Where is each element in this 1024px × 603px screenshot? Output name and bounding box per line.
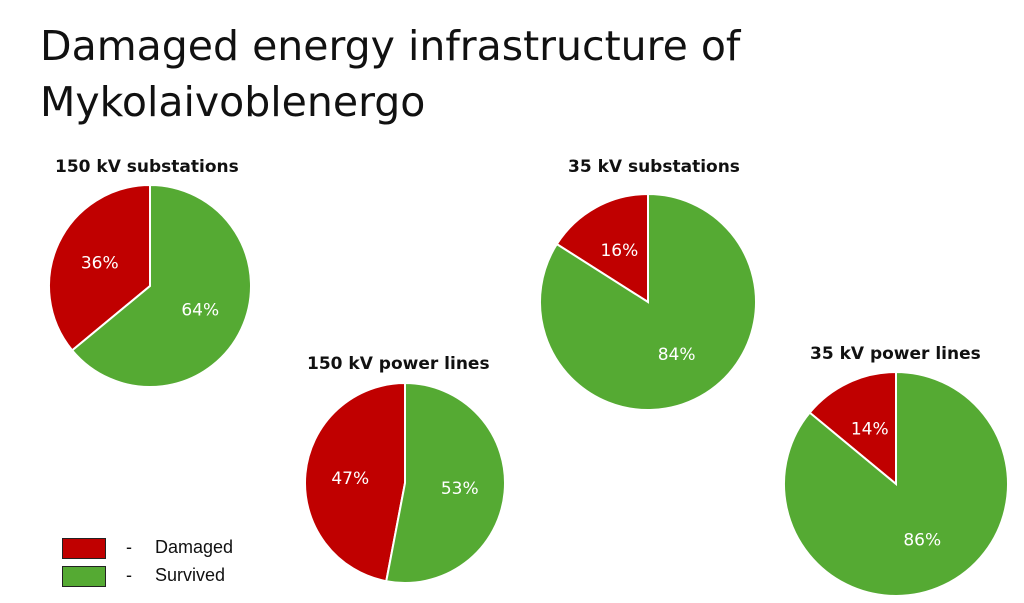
pie-chart-150kv-power-lines: 47% 53% bbox=[304, 381, 506, 584]
data-label-survived: 53% bbox=[441, 479, 479, 499]
pie-chart-35kv-substations: 16% 84% bbox=[539, 192, 757, 411]
legend-dash: - bbox=[126, 565, 132, 585]
legend-item-survived: - Survived bbox=[62, 564, 282, 588]
title-line-2: Mykolaivoblenergo bbox=[40, 78, 426, 126]
pie-slice-damaged bbox=[808, 370, 897, 487]
pie-slice-damaged bbox=[555, 192, 649, 304]
pie-chart-150kv-substations: 36% 64% bbox=[48, 183, 252, 388]
data-label-damaged: 47% bbox=[331, 469, 369, 489]
data-label-damaged: 36% bbox=[81, 253, 119, 273]
chart-title-150kv-substations: 150 kV substations bbox=[55, 157, 239, 177]
legend-label-damaged: Damaged bbox=[155, 537, 234, 557]
data-label-survived: 84% bbox=[658, 345, 696, 365]
pie-slice-survived bbox=[70, 183, 252, 388]
page-title: Damaged energy infrastructure of Mykolai… bbox=[40, 18, 940, 130]
data-label-damaged: 16% bbox=[600, 241, 638, 261]
pie-slice-damaged bbox=[304, 381, 406, 583]
chart-title-35kv-substations: 35 kV substations bbox=[568, 157, 740, 177]
pie-slice-damaged bbox=[48, 183, 151, 352]
pie-slice-survived bbox=[783, 370, 1009, 597]
title-line-1: Damaged energy infrastructure of bbox=[40, 22, 741, 70]
data-label-survived: 64% bbox=[181, 301, 219, 321]
legend-dash: - bbox=[126, 537, 132, 557]
legend-label-survived: Survived bbox=[155, 565, 226, 585]
chart-title-150kv-power-lines: 150 kV power lines bbox=[307, 354, 490, 374]
data-label-survived: 86% bbox=[903, 531, 941, 551]
legend-swatch-damaged bbox=[62, 538, 106, 559]
pie-slice-survived bbox=[385, 381, 506, 584]
legend-swatch-survived bbox=[62, 566, 106, 587]
legend-item-damaged: - Damaged bbox=[62, 536, 282, 560]
pie-chart-35kv-power-lines: 14% 86% bbox=[783, 370, 1009, 597]
data-label-damaged: 14% bbox=[851, 419, 889, 439]
pie-slice-survived bbox=[539, 192, 757, 411]
chart-title-35kv-power-lines: 35 kV power lines bbox=[810, 344, 981, 364]
